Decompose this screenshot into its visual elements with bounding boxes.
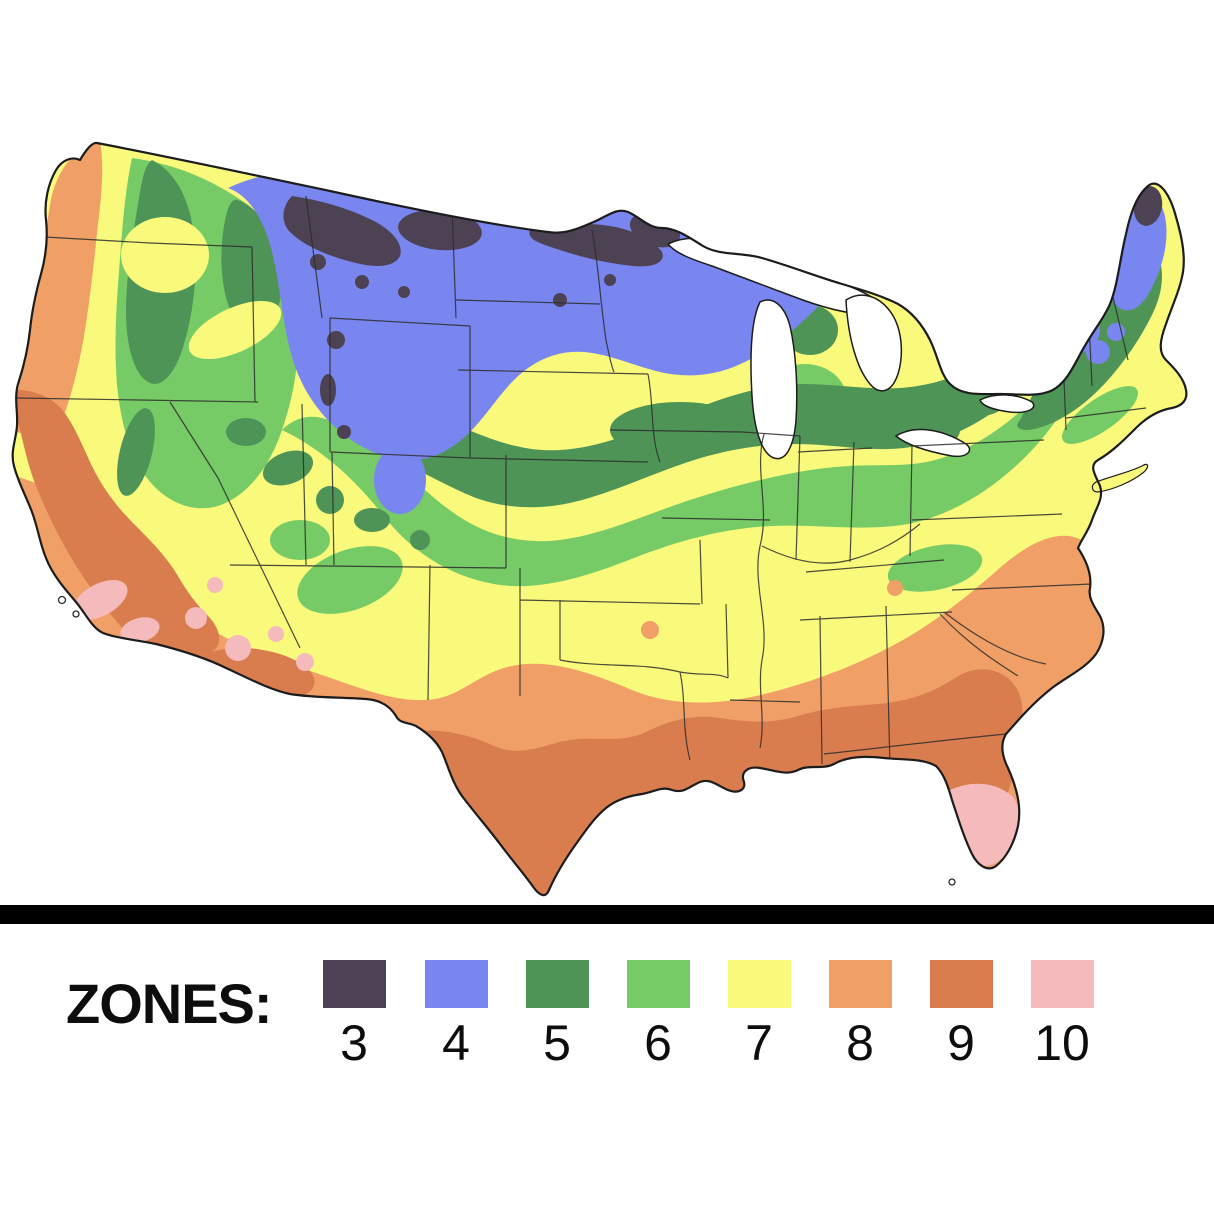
zone-3-label: 3 [340, 1015, 368, 1071]
zone-7-columbia-basin [121, 217, 209, 293]
zone-8-nw-coast [14, 142, 103, 440]
zone-10-south-florida [947, 783, 1021, 867]
zone-4-vermont-spot [1086, 340, 1110, 364]
zone-5-nevada-spot [226, 418, 266, 446]
zone-3-montana [283, 196, 401, 266]
zone-7-snake-plain [188, 300, 282, 360]
zone-5-label: 5 [543, 1015, 571, 1071]
zone-4-label: 4 [442, 1015, 470, 1071]
zone-5-spot-a [316, 486, 344, 514]
channel-island-b [72, 610, 80, 618]
zone-8-spot-tn [887, 580, 903, 596]
legend-zone-6: 6 [626, 960, 690, 1068]
zone-10-az-c [268, 626, 284, 642]
zone-5-utah-spot [262, 450, 314, 486]
zone-6-label: 6 [644, 1015, 672, 1071]
legend-zone-8: 8 [828, 960, 892, 1068]
zone-9-central-valley [43, 448, 85, 542]
legend-zone-4: 4 [424, 960, 488, 1068]
zone-5-iowa [610, 402, 750, 458]
zone-8-label: 8 [846, 1015, 874, 1071]
zone-5-sierra [117, 408, 155, 496]
zone-10-az-e [207, 577, 223, 593]
legend-zone-7: 7 [727, 960, 791, 1068]
us-outline [11, 141, 1188, 897]
zone-3-region [283, 186, 1163, 439]
zone-7-label: 7 [745, 1015, 773, 1071]
lake-huron [845, 294, 903, 392]
zone-3-wyoming-a [327, 331, 345, 349]
zone-10-az-a [185, 607, 207, 629]
zone-3-spot-b [355, 275, 369, 289]
channel-island-a [57, 595, 67, 605]
zone-8-swatch [828, 960, 892, 1008]
zone-10-socal-b [120, 617, 160, 643]
legend-zone-3: 3 [322, 960, 386, 1068]
zone-3-wyoming-b [320, 374, 336, 406]
zone-10-swatch [1030, 960, 1094, 1008]
zone-3-mn-spot [604, 274, 616, 286]
zone-6-az-highland [270, 520, 330, 560]
long-island [1091, 463, 1149, 493]
zone-4-colorado [374, 446, 426, 514]
legend-zone-10: 10 [1030, 960, 1094, 1068]
lake-michigan [750, 299, 798, 460]
zone-3-maine-tip [1133, 186, 1163, 226]
zone-6-new-england-coast [1062, 386, 1138, 444]
zone-4-swatch [424, 960, 488, 1008]
us-hardiness-map [11, 141, 1188, 897]
zone-10-az-d [296, 653, 314, 671]
zone-9-swatch [929, 960, 993, 1008]
zone-7-swatch [727, 960, 791, 1008]
legend-title: ZONES: [66, 972, 273, 1035]
map-svg [11, 141, 1188, 897]
zone-5-spot-c [410, 530, 430, 550]
zone-3-dakota [398, 209, 482, 251]
zone-4-wisconsin [645, 262, 755, 338]
zone-3-minnesota [529, 223, 663, 267]
lake-erie [894, 428, 971, 458]
zone-9-label: 9 [947, 1015, 975, 1071]
zone-6-swatch [626, 960, 690, 1008]
zone-3-spot-c [398, 286, 410, 298]
great-lakes [666, 237, 1035, 460]
zone-5-swatch [525, 960, 589, 1008]
zone-3-spot-a [310, 254, 326, 270]
zone-10-label: 10 [1034, 1015, 1090, 1071]
coastal-islands [57, 595, 956, 886]
florida-key [948, 878, 956, 886]
zone-8-spot-ozark [641, 621, 659, 639]
zone-5-spot-d [550, 460, 570, 480]
zone-10-az-b [225, 635, 251, 661]
zone-5-spot-e [611, 446, 629, 464]
state-borders [15, 195, 1147, 769]
legend-zone-5: 5 [525, 960, 589, 1068]
zone-5-spot-b [354, 508, 390, 532]
zone-6-nm-highland [297, 546, 403, 614]
legend-zone-9: 9 [929, 960, 993, 1068]
zone-3-sd-spot [553, 293, 567, 307]
zone-7-patches [121, 217, 282, 360]
separator-bar [0, 905, 1214, 924]
zone-3-swatch [322, 960, 386, 1008]
zone-6-appalachia [887, 544, 983, 592]
zone-10-socal-a [72, 580, 128, 620]
zone-6-central-band [282, 376, 1080, 587]
zone-3-wyoming-c [337, 425, 351, 439]
